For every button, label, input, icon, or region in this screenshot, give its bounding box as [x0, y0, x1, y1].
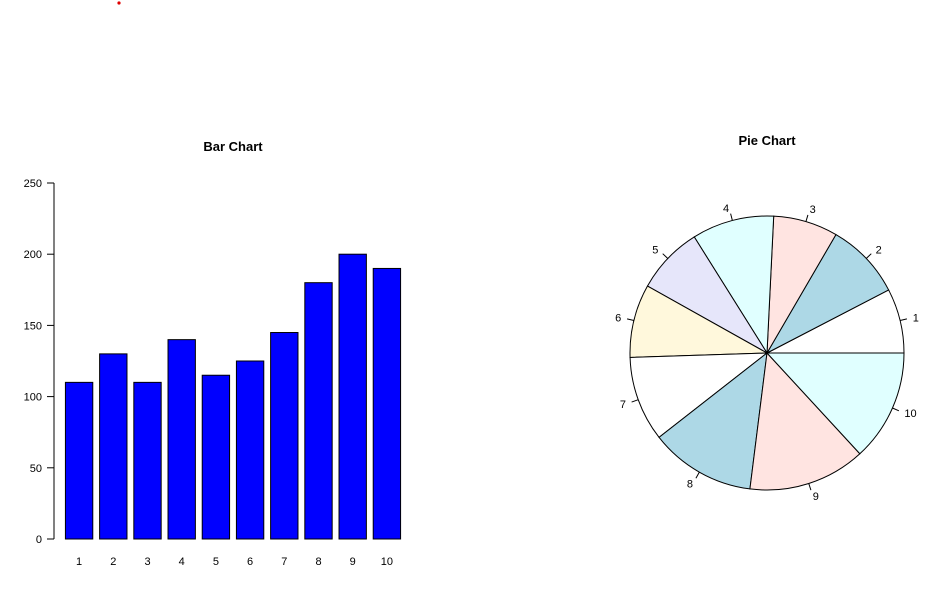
pie-label: 3 — [810, 204, 816, 216]
x-tick-label: 5 — [213, 556, 219, 568]
pie-label: 2 — [876, 245, 882, 257]
bar — [270, 332, 299, 540]
y-tick-label: 250 — [24, 178, 42, 190]
bar — [304, 282, 333, 540]
bar — [235, 360, 265, 540]
pie-label: 9 — [813, 491, 819, 503]
pie-label: 6 — [615, 312, 621, 324]
y-tick-label: 0 — [36, 534, 42, 546]
pie-label-tick — [808, 483, 812, 491]
pie-label-tick — [695, 471, 700, 479]
bar — [372, 267, 402, 540]
pie-slice — [629, 352, 769, 439]
pie-slices — [629, 215, 905, 491]
pie-labels: 1 2 3 4 5 6 7 8 9 10 — [615, 203, 919, 503]
bar — [167, 339, 196, 540]
y-tick-label: 150 — [24, 320, 42, 332]
y-tick-label: 200 — [24, 249, 42, 261]
pie-label: 4 — [723, 203, 729, 215]
pie-label-tick — [865, 253, 872, 259]
bar-x-tick-labels: 1 2 3 4 5 6 7 8 9 10 — [76, 556, 393, 568]
x-tick-label: 2 — [110, 556, 116, 568]
pie-chart: Pie Chart 1 2 3 4 5 6 7 8 9 10 — [615, 133, 919, 503]
pie-chart-title: Pie Chart — [738, 133, 796, 148]
x-tick-label: 4 — [179, 556, 185, 568]
x-tick-label: 10 — [381, 556, 393, 568]
bar — [338, 253, 367, 540]
x-tick-label: 8 — [315, 556, 321, 568]
x-tick-label: 7 — [281, 556, 287, 568]
pie-label-tick — [626, 318, 635, 322]
bar-chart: Bar Chart 0 50 100 150 200 250 1 2 3 4 5 6 7 8 9 10 — [24, 139, 402, 568]
pie-slice — [749, 351, 861, 491]
pie-label-tick — [899, 318, 908, 322]
pie-label: 8 — [687, 478, 693, 490]
bar — [99, 353, 128, 540]
pie-label-tick — [805, 214, 809, 222]
pie-label: 5 — [652, 245, 658, 257]
pie-label: 7 — [620, 399, 626, 411]
y-tick-label: 50 — [30, 463, 42, 475]
pie-label-tick — [631, 399, 639, 403]
pie-label: 1 — [913, 312, 919, 324]
pie-slice — [693, 215, 775, 355]
bar-y-axis: 0 50 100 150 200 250 — [24, 178, 55, 546]
y-tick-label: 100 — [24, 392, 42, 404]
pie-label-tick — [892, 407, 900, 412]
pie-label-tick — [730, 213, 733, 221]
bar — [133, 381, 162, 540]
x-tick-label: 6 — [247, 556, 253, 568]
bar — [64, 381, 94, 540]
stray-red-dot — [117, 1, 121, 5]
pie-label: 10 — [904, 408, 916, 420]
pie-slice — [765, 352, 905, 455]
bar-chart-title: Bar Chart — [203, 139, 263, 154]
x-tick-label: 1 — [76, 556, 82, 568]
pie-slice — [658, 351, 768, 490]
bar-series — [64, 253, 402, 540]
x-tick-label: 9 — [350, 556, 356, 568]
x-tick-label: 3 — [144, 556, 150, 568]
pie-label-tick — [662, 253, 669, 259]
bar — [201, 374, 231, 540]
